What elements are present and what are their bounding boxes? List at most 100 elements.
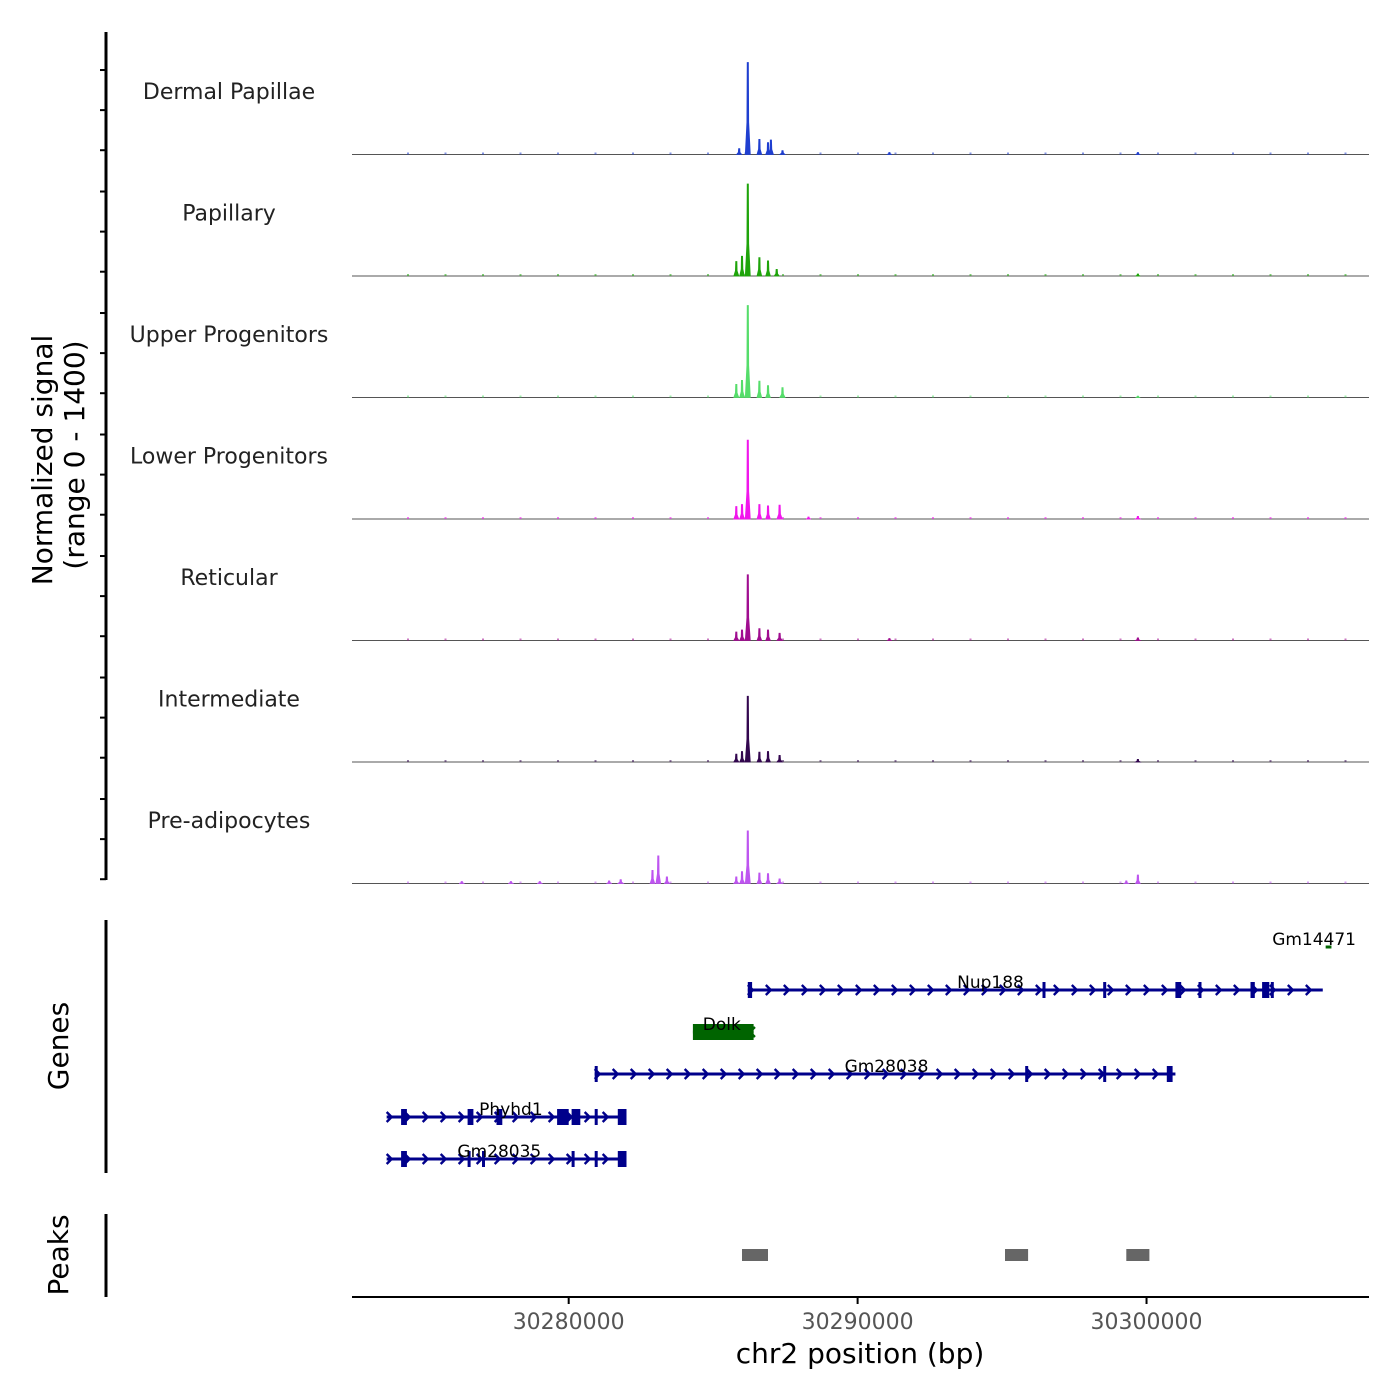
signal-noise <box>744 517 747 519</box>
signal-noise <box>444 638 447 641</box>
signal-noise <box>894 881 897 884</box>
signal-noise <box>819 517 822 519</box>
signal-noise <box>782 517 784 519</box>
exon <box>467 1151 471 1167</box>
signal-peak <box>744 439 751 520</box>
signal-noise <box>669 395 672 398</box>
signal-peak <box>739 504 745 520</box>
signal-noise <box>1157 881 1159 884</box>
strand-arrow <box>529 1153 538 1165</box>
strand-arrow <box>1016 984 1025 996</box>
signal-noise <box>1119 638 1122 641</box>
strand-arrow <box>647 1068 656 1080</box>
strand-arrow <box>773 1068 782 1080</box>
strand-arrow <box>890 984 899 996</box>
signal-peak <box>765 260 771 277</box>
signal-noise <box>819 638 822 641</box>
signal-noise <box>744 760 747 762</box>
exon <box>594 1151 598 1167</box>
signal-peak <box>733 631 740 641</box>
y-axis-title-line2: (range 0 - 1400) <box>58 340 91 569</box>
gene-label: Dolk <box>703 1015 741 1035</box>
signal-noise <box>894 638 897 641</box>
signal-noise <box>969 517 972 519</box>
signal-noise <box>407 517 409 519</box>
signal-noise <box>594 152 597 155</box>
exon <box>571 1109 581 1125</box>
signal-noise <box>894 274 897 276</box>
signal-noise <box>1269 760 1272 762</box>
signal-peak <box>756 504 763 520</box>
strand-arrow <box>1070 984 1079 996</box>
signal-peak <box>767 139 774 155</box>
signal-noise <box>407 760 409 762</box>
signal-noise <box>632 638 634 641</box>
signal-noise <box>407 638 409 641</box>
signal-peak <box>458 881 465 884</box>
strand-arrow <box>1142 984 1151 996</box>
strand-arrow <box>719 1068 728 1080</box>
signal-peak <box>508 881 514 884</box>
signal-noise <box>707 152 709 155</box>
peak-region <box>1005 1249 1029 1261</box>
exon <box>571 1151 575 1167</box>
gene-label: Nup188 <box>957 973 1024 993</box>
signal-noise <box>969 395 972 398</box>
strand-arrow <box>899 1068 908 1080</box>
signal-noise <box>744 881 747 884</box>
strand-arrow <box>1079 1068 1088 1080</box>
signal-noise <box>1194 395 1197 398</box>
strand-arrow <box>836 984 845 996</box>
strand-arrow <box>701 1068 710 1080</box>
exon <box>1270 982 1274 998</box>
strand-arrow <box>511 1111 520 1123</box>
signal-noise <box>557 760 559 762</box>
signal-noise <box>669 152 672 155</box>
signal-noise <box>819 274 822 276</box>
signal-noise <box>444 517 447 519</box>
strand-arrow <box>1304 984 1313 996</box>
track-label: Reticular <box>180 566 278 591</box>
signal-noise <box>1157 152 1159 155</box>
signal-noise <box>519 517 522 519</box>
track-label: Papillary <box>182 202 276 227</box>
signal-track: Upper Progenitors <box>130 305 1369 398</box>
signal-noise <box>1044 760 1047 762</box>
exon <box>617 1151 627 1167</box>
signal-noise <box>1307 760 1309 762</box>
signal-noise <box>1194 517 1197 519</box>
strand-arrow <box>809 1068 818 1080</box>
gene-label: Gm28035 <box>457 1142 541 1162</box>
x-axis-tick-label: 30300000 <box>1091 1310 1203 1335</box>
strand-arrow <box>665 1068 674 1080</box>
signal-peak <box>765 505 771 520</box>
signal-peak <box>739 629 745 641</box>
signal-noise <box>857 760 859 762</box>
signal-noise <box>1157 760 1159 762</box>
strand-arrow <box>547 1111 556 1123</box>
signal-noise <box>669 881 672 884</box>
signal-noise <box>1269 517 1272 519</box>
exon <box>747 982 753 998</box>
signal-peak <box>733 876 740 884</box>
signal-noise <box>744 638 747 641</box>
exon <box>1250 982 1255 998</box>
signal-noise <box>1344 152 1347 155</box>
signal-noise <box>482 517 484 519</box>
signal-noise <box>782 395 784 398</box>
exon <box>496 1109 503 1125</box>
strand-arrow <box>917 1068 926 1080</box>
signal-noise <box>594 517 597 519</box>
signal-noise <box>632 152 634 155</box>
signal-noise <box>857 517 859 519</box>
signal-noise <box>1232 638 1234 641</box>
signal-noise <box>594 638 597 641</box>
signal-noise <box>669 274 672 276</box>
exon <box>617 1109 627 1125</box>
signal-noise <box>1344 517 1347 519</box>
gene: Gm28035 <box>385 1142 627 1167</box>
signal-noise <box>594 395 597 398</box>
track-label: Pre-adipocytes <box>148 809 311 834</box>
